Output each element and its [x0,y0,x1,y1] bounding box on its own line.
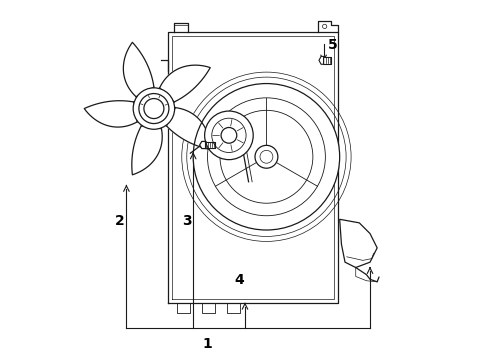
Polygon shape [199,141,206,149]
Polygon shape [84,101,137,127]
Polygon shape [340,219,377,267]
Polygon shape [168,32,338,303]
Circle shape [322,24,327,28]
Polygon shape [160,65,210,102]
Polygon shape [167,108,210,149]
Polygon shape [319,57,323,64]
Circle shape [221,127,237,143]
Polygon shape [323,57,331,64]
Circle shape [193,84,340,230]
Text: 4: 4 [234,273,244,287]
Circle shape [255,145,278,168]
Polygon shape [132,126,162,175]
Text: 3: 3 [182,214,192,228]
Polygon shape [123,42,154,97]
Text: 2: 2 [115,214,125,228]
Text: 5: 5 [328,38,338,52]
Circle shape [133,88,174,129]
Circle shape [205,111,253,159]
Text: 1: 1 [203,337,212,351]
Polygon shape [205,142,215,148]
